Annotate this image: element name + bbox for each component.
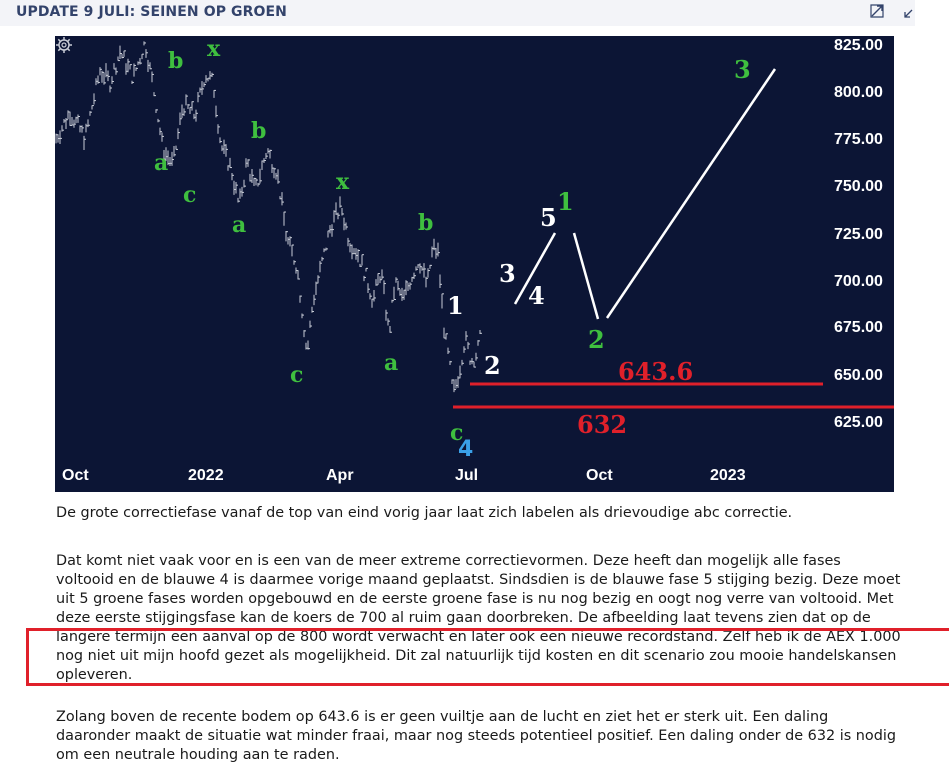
article-paragraph-1: De grote correctiefase vanaf de top van … bbox=[56, 505, 793, 521]
wave-label-white-1: 1 bbox=[447, 291, 464, 320]
price-chart-canvas bbox=[55, 41, 894, 409]
wave-label-green-b: b bbox=[418, 210, 434, 236]
y-tick-825: 825.00 bbox=[834, 37, 883, 54]
wave-label-green-b: b bbox=[168, 48, 184, 74]
wave-label-green-2: 2 bbox=[588, 325, 605, 354]
wave-label-green-b: b bbox=[251, 118, 267, 144]
wave-label-white-2: 2 bbox=[484, 351, 501, 380]
level-label-643-6: 643.6 bbox=[618, 357, 694, 386]
gear-icon[interactable] bbox=[55, 36, 73, 54]
y-tick-800: 800.00 bbox=[834, 84, 883, 101]
y-tick-625: 625.00 bbox=[834, 414, 883, 431]
level-label-632: 632 bbox=[577, 410, 628, 439]
x-tick-apr: Apr bbox=[326, 467, 354, 484]
wave-label-green-c: c bbox=[450, 420, 464, 446]
wave-projection-line bbox=[572, 232, 600, 320]
x-tick-jul: Jul bbox=[455, 467, 479, 484]
wave-label-green-a: a bbox=[384, 350, 399, 376]
x-tick-oct-2021: Oct bbox=[62, 467, 89, 484]
wave-label-green-x: x bbox=[207, 36, 221, 62]
article-title: UPDATE 9 JULI: SEINEN OP GROEN bbox=[16, 4, 287, 20]
article-paragraph-2: Dat komt niet vaak voor en is een van de… bbox=[56, 553, 901, 683]
article-paragraph-3: Zolang boven de recente bodem op 643.6 i… bbox=[56, 709, 896, 763]
wave-label-white-5: 5 bbox=[540, 203, 557, 232]
highlight-annotation-box bbox=[26, 628, 949, 686]
x-tick-2023: 2023 bbox=[710, 467, 746, 484]
wave-label-green-a: a bbox=[154, 150, 169, 176]
y-tick-750: 750.00 bbox=[834, 178, 883, 195]
wave-label-green-a: a bbox=[232, 212, 247, 238]
price-chart: 825.00 800.00 775.00 750.00 725.00 700.0… bbox=[55, 36, 894, 492]
y-tick-675: 675.00 bbox=[834, 319, 883, 336]
article-header: UPDATE 9 JULI: SEINEN OP GROEN bbox=[0, 0, 915, 26]
expand-arrow-icon[interactable] bbox=[868, 2, 886, 20]
x-tick-oct-2022: Oct bbox=[586, 467, 613, 484]
wave-label-white-4: 4 bbox=[528, 281, 545, 310]
wave-label-blue-4: 4 bbox=[458, 437, 474, 462]
wave-projection-line bbox=[513, 232, 557, 305]
wave-projection-line bbox=[605, 68, 777, 319]
wave-label-green-3: 3 bbox=[734, 55, 751, 84]
wave-label-green-1: 1 bbox=[557, 187, 574, 216]
collapse-arrow-icon[interactable] bbox=[903, 9, 913, 19]
wave-label-green-c: c bbox=[183, 182, 197, 208]
y-tick-775: 775.00 bbox=[834, 131, 883, 148]
y-tick-725: 725.00 bbox=[834, 226, 883, 243]
x-tick-2022: 2022 bbox=[188, 467, 224, 484]
wave-label-green-x: x bbox=[336, 169, 350, 195]
wave-label-green-c: c bbox=[290, 362, 304, 388]
wave-label-white-3: 3 bbox=[499, 259, 516, 288]
y-tick-650: 650.00 bbox=[834, 367, 883, 384]
y-tick-700: 700.00 bbox=[834, 273, 883, 290]
